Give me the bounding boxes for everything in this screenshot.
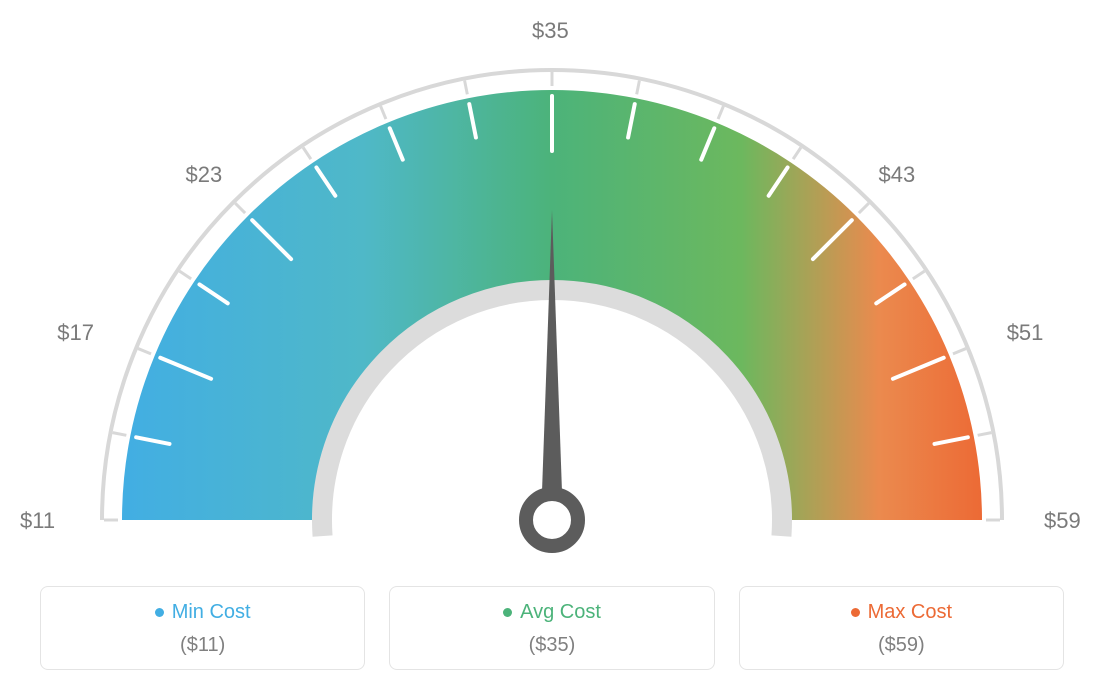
legend-dot-icon xyxy=(155,608,164,617)
ring-tick xyxy=(138,349,151,354)
legend-value: ($35) xyxy=(400,634,703,657)
ring-tick xyxy=(465,81,468,95)
legend: Min Cost ($11) Avg Cost ($35) Max Cost ($59) xyxy=(40,586,1064,670)
legend-box: Avg Cost ($35) xyxy=(389,586,714,670)
ring-tick xyxy=(113,433,127,436)
ring-tick xyxy=(859,203,869,213)
gauge-tick-label: $17 xyxy=(57,320,94,346)
legend-title: Max Cost xyxy=(851,601,952,624)
legend-title: Avg Cost xyxy=(503,601,601,624)
ring-tick xyxy=(793,148,801,160)
gauge-tick-label: $51 xyxy=(1007,320,1044,346)
ring-tick xyxy=(180,271,192,279)
gauge-svg xyxy=(52,20,1052,560)
cost-gauge-chart: $11 $17 $23 $35 $43 $51 $59 Min Cost ($11) Avg C… xyxy=(0,0,1104,690)
legend-title: Min Cost xyxy=(155,601,251,624)
gauge-hub xyxy=(526,494,578,546)
ring-tick xyxy=(303,148,311,160)
ring-tick xyxy=(913,271,925,279)
legend-box: Max Cost ($59) xyxy=(739,586,1064,670)
ring-tick xyxy=(637,81,640,95)
legend-value: ($11) xyxy=(51,634,354,657)
gauge-tick-label: $59 xyxy=(1044,508,1081,534)
legend-value: ($59) xyxy=(750,634,1053,657)
gauge-tick-label: $11 xyxy=(20,508,55,534)
legend-label: Avg Cost xyxy=(520,601,601,624)
ring-tick xyxy=(381,106,386,119)
gauge-tick-label: $43 xyxy=(878,162,915,188)
ring-tick xyxy=(978,433,992,436)
gauge-area: $11 $17 $23 $35 $43 $51 $59 xyxy=(0,0,1104,570)
gauge-tick-label: $35 xyxy=(532,18,569,44)
ring-tick xyxy=(235,203,245,213)
legend-label: Min Cost xyxy=(172,601,251,624)
ring-tick xyxy=(953,349,966,354)
legend-dot-icon xyxy=(851,608,860,617)
legend-dot-icon xyxy=(503,608,512,617)
ring-tick xyxy=(718,106,723,119)
legend-label: Max Cost xyxy=(868,601,952,624)
gauge-tick-label: $23 xyxy=(186,162,223,188)
legend-box: Min Cost ($11) xyxy=(40,586,365,670)
